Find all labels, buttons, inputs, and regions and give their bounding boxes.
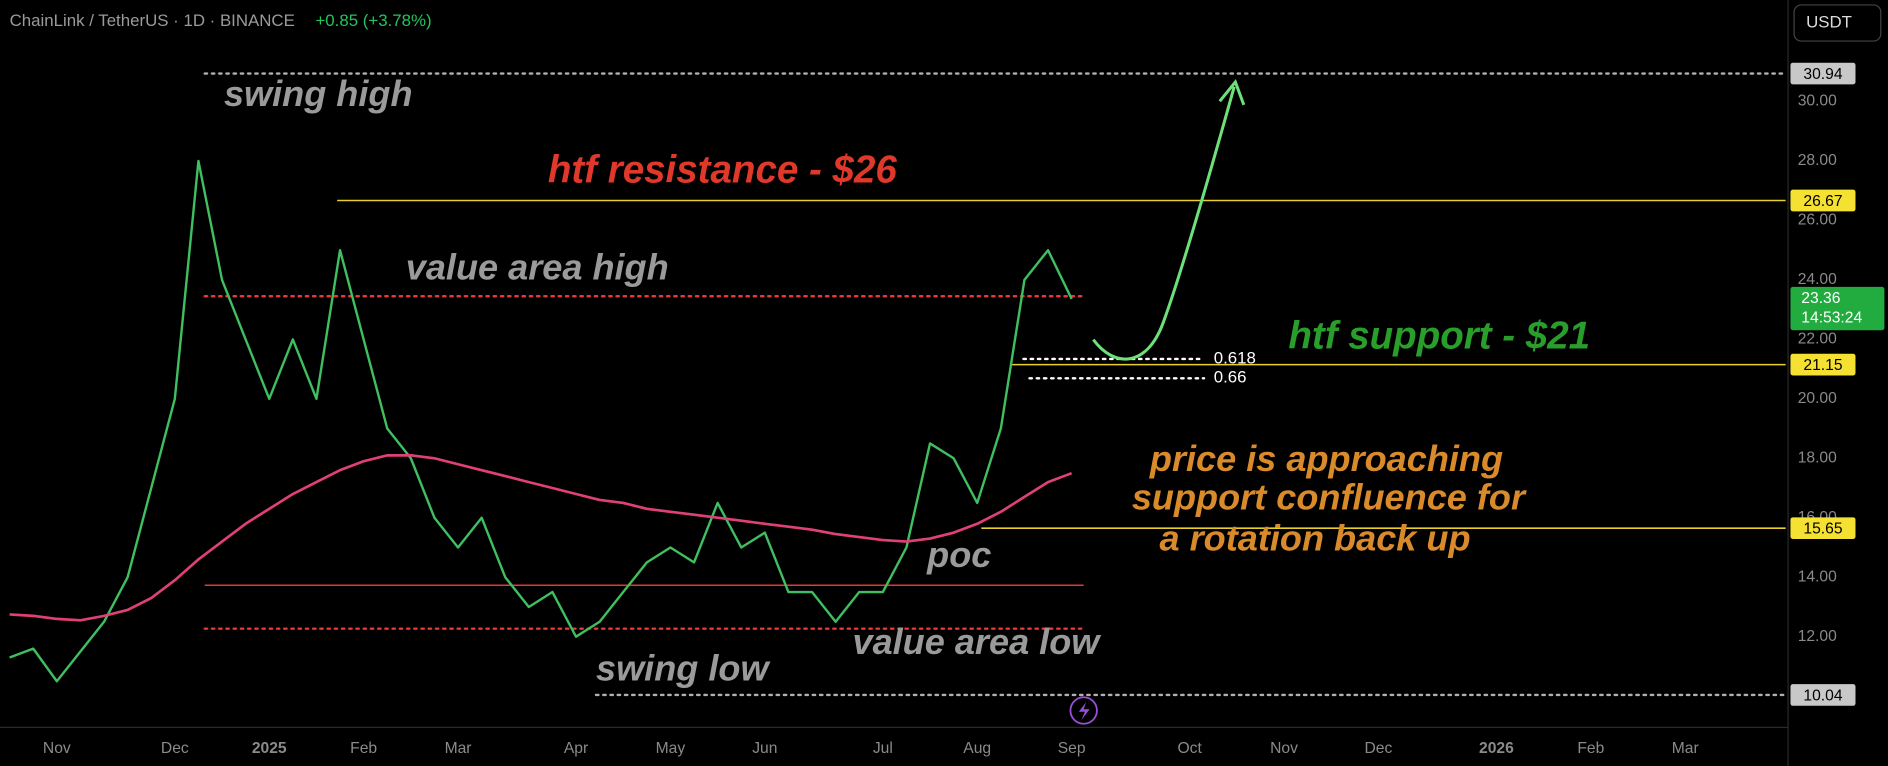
price-badge-label: 30.94: [1803, 66, 1842, 83]
x-tick-label: Dec: [1365, 740, 1393, 757]
x-tick-label: 2026: [1479, 740, 1514, 757]
y-tick-label: 22.00: [1798, 330, 1837, 347]
price-line: [9, 159, 1073, 683]
x-tick-label: Dec: [161, 740, 189, 757]
x-tick-label: Feb: [1577, 740, 1604, 757]
annotation: value area high: [406, 246, 669, 287]
y-tick-label: 28.00: [1798, 152, 1837, 169]
annotation: a rotation back up: [1160, 517, 1471, 558]
annotation: swing low: [596, 647, 771, 688]
annotation: 0.66: [1214, 368, 1247, 387]
x-tick-label: 2025: [252, 740, 287, 757]
y-tick-label: 24.00: [1798, 271, 1837, 288]
symbol: ChainLink / TetherUS · 1D · BINANCE: [10, 11, 295, 30]
x-tick-label: Jul: [873, 740, 893, 757]
projection-arrow: [1092, 86, 1236, 361]
arrow-head: [1218, 78, 1246, 106]
x-tick-label: Oct: [1177, 740, 1202, 757]
last-price-badge: [1790, 286, 1885, 331]
price-badge: [1790, 684, 1856, 706]
currency-button[interactable]: [1793, 4, 1882, 42]
annotation: htf resistance - $26: [548, 148, 898, 191]
currency-label: USDT: [1806, 12, 1852, 31]
x-tick-label: Sep: [1058, 740, 1086, 757]
x-tick-label: Aug: [963, 740, 991, 757]
annotation: 0.618: [1214, 348, 1256, 367]
y-tick-label: 30.00: [1798, 93, 1837, 110]
x-tick-label: May: [656, 740, 686, 757]
countdown-label: 14:53:24: [1801, 309, 1862, 326]
x-tick-label: Mar: [1672, 740, 1699, 757]
x-tick-label: Feb: [350, 740, 377, 757]
y-tick-label: 14.00: [1798, 568, 1837, 585]
y-tick-label: 12.00: [1798, 628, 1837, 645]
x-tick-label: Jun: [752, 740, 777, 757]
annotation: value area low: [852, 621, 1102, 662]
moving-average: [9, 454, 1073, 622]
annotation: poc: [926, 534, 991, 575]
last-price-label: 23.36: [1801, 290, 1840, 307]
x-tick-label: Mar: [445, 740, 472, 757]
annotation: swing high: [224, 73, 413, 114]
price-badge: [1790, 189, 1856, 212]
price-badge-label: 10.04: [1803, 687, 1842, 704]
event-icon-bolt: [1078, 702, 1090, 721]
price-badge: [1790, 353, 1856, 376]
price-badge-label: 15.65: [1803, 521, 1842, 538]
price-change: +0.85 (+3.78%): [315, 11, 431, 30]
annotation: price is approaching: [1149, 438, 1503, 479]
x-tick-label: Apr: [564, 740, 588, 757]
x-tick-label: Nov: [43, 740, 71, 757]
annotation: support confluence for: [1132, 476, 1527, 517]
price-badge: [1790, 517, 1856, 539]
y-tick-label: 20.00: [1798, 390, 1837, 407]
price-badge-label: 21.15: [1803, 357, 1842, 374]
y-tick-label: 18.00: [1798, 449, 1837, 466]
price-badge: [1790, 62, 1856, 85]
annotation: htf support - $21: [1288, 315, 1590, 358]
y-tick-label: 26.00: [1798, 212, 1837, 229]
event-icon[interactable]: [1069, 696, 1098, 725]
x-tick-label: Nov: [1270, 740, 1298, 757]
price-badge-label: 26.67: [1803, 193, 1842, 210]
